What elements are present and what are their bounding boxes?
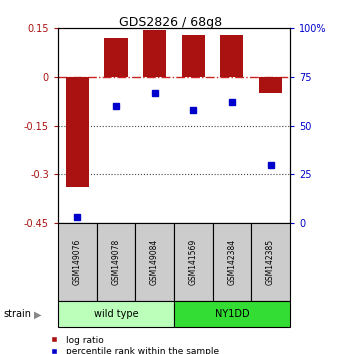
Bar <box>174 223 212 301</box>
Bar <box>174 301 290 327</box>
Bar <box>259 77 282 93</box>
Text: NY1DD: NY1DD <box>214 309 249 319</box>
Bar <box>182 35 205 77</box>
Legend: log ratio, percentile rank within the sample: log ratio, percentile rank within the sa… <box>45 336 219 354</box>
Bar <box>66 77 89 187</box>
Bar <box>251 223 290 301</box>
Text: GSM149078: GSM149078 <box>112 239 120 285</box>
Bar <box>58 223 97 301</box>
Bar <box>135 223 174 301</box>
Text: GSM149076: GSM149076 <box>73 239 82 285</box>
Bar <box>220 35 243 77</box>
Bar <box>58 301 174 327</box>
Text: ▶: ▶ <box>34 310 42 320</box>
Bar <box>104 38 128 77</box>
Bar <box>143 30 166 77</box>
Text: GDS2826 / 68g8: GDS2826 / 68g8 <box>119 16 222 29</box>
Text: wild type: wild type <box>94 309 138 319</box>
Text: GSM142384: GSM142384 <box>227 239 236 285</box>
Bar <box>212 223 251 301</box>
Bar <box>97 223 135 301</box>
Text: GSM141569: GSM141569 <box>189 239 198 285</box>
Text: strain: strain <box>3 309 31 319</box>
Text: GSM149084: GSM149084 <box>150 239 159 285</box>
Text: GSM142385: GSM142385 <box>266 239 275 285</box>
